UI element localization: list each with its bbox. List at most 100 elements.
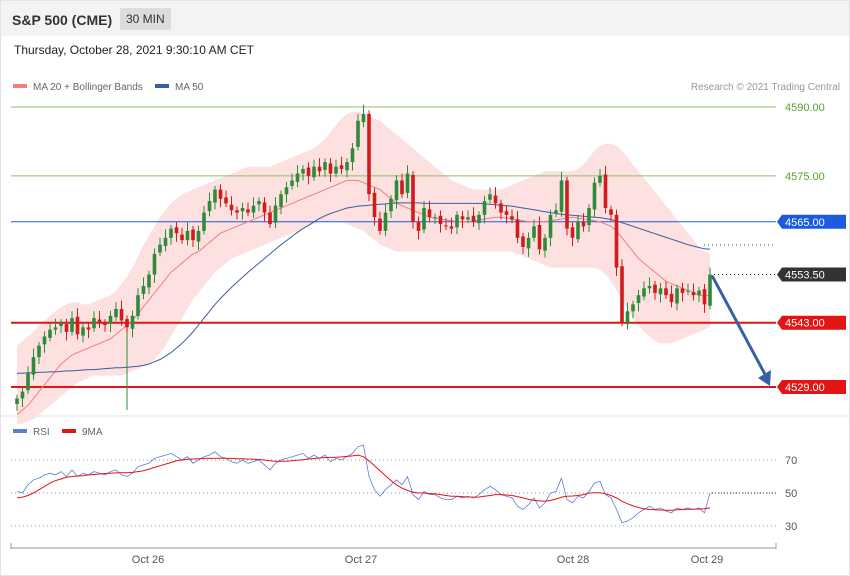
- candle-body: [317, 166, 322, 172]
- candle-body: [37, 345, 41, 358]
- candle-body: [411, 174, 415, 222]
- candle: [15, 394, 19, 411]
- candle-body: [334, 166, 338, 174]
- candle: [614, 209, 619, 277]
- candle-body: [438, 215, 443, 225]
- candle: [97, 311, 102, 329]
- candle-body: [691, 291, 696, 296]
- candle-body: [427, 209, 432, 218]
- level-tag-bg: [777, 380, 846, 394]
- legend-label-ma20: MA 20 + Bollinger Bands: [33, 82, 143, 93]
- candle: [86, 322, 91, 339]
- candle: [405, 165, 410, 199]
- candle: [433, 213, 437, 225]
- candle-body: [625, 311, 630, 325]
- candle: [526, 232, 531, 257]
- candle: [691, 283, 696, 301]
- candle-body: [290, 180, 294, 186]
- timeframe-badge[interactable]: 30 MIN: [120, 8, 171, 30]
- candle: [521, 232, 525, 254]
- level-tag: 4590.00: [785, 102, 825, 114]
- candle: [675, 284, 679, 311]
- candle-body: [119, 308, 124, 321]
- candle: [70, 311, 74, 336]
- rsi-legend: RSI 9MA: [13, 427, 103, 438]
- candle-body: [20, 391, 25, 399]
- price-legend: MA 20 + Bollinger Bands MA 50: [13, 82, 204, 93]
- candle: [81, 323, 85, 343]
- credit-text: Research © 2021 Trading Central: [691, 82, 840, 93]
- candle-body: [48, 329, 52, 338]
- candle-body: [141, 286, 146, 294]
- candle-body: [224, 197, 228, 204]
- candle: [466, 210, 470, 224]
- legend-swatch-9ma: [62, 429, 76, 433]
- candle-body: [152, 253, 157, 275]
- candle: [317, 158, 322, 177]
- candle: [581, 213, 586, 232]
- candle: [350, 143, 355, 171]
- candle-body: [532, 226, 536, 238]
- candle-body: [59, 322, 63, 326]
- candle: [394, 175, 399, 209]
- candle-body: [268, 212, 272, 225]
- candle: [653, 280, 657, 300]
- candle-body: [306, 167, 311, 176]
- candle-body: [251, 205, 256, 213]
- level-tag: 4565.00: [777, 214, 846, 229]
- candle: [37, 342, 41, 365]
- level-tag: 4553.50: [777, 267, 846, 282]
- forecast-arrow-head: [758, 370, 771, 386]
- candle-body: [708, 274, 712, 306]
- candle-body: [26, 373, 30, 391]
- candle: [213, 185, 217, 210]
- candle-body: [97, 319, 102, 323]
- candle-body: [697, 290, 701, 296]
- candle-body: [548, 214, 553, 238]
- candle: [367, 110, 371, 202]
- candle: [444, 218, 448, 231]
- candle: [449, 217, 454, 234]
- candle-body: [163, 237, 168, 247]
- candle: [543, 234, 547, 258]
- candle: [697, 286, 701, 303]
- legend-swatch-ma20: [13, 84, 27, 88]
- candle: [141, 277, 146, 300]
- candle: [537, 216, 542, 255]
- candle-body: [180, 234, 184, 241]
- candle: [147, 270, 151, 295]
- candle: [108, 310, 113, 333]
- candle-body: [383, 212, 388, 231]
- candle-body: [312, 166, 316, 178]
- x-tick-label: Oct 28: [557, 554, 589, 566]
- candle-body: [598, 175, 602, 183]
- report-datetime: Thursday, October 28, 2021 9:30:10 AM CE…: [14, 43, 254, 57]
- candle: [114, 302, 118, 321]
- candle: [609, 205, 613, 222]
- candle-body: [515, 219, 520, 238]
- candle-body: [460, 216, 465, 220]
- candle: [119, 300, 124, 326]
- header-bar: S&P 500 (CME) 30 MIN: [1, 1, 849, 36]
- candle-body: [42, 336, 47, 345]
- candle: [642, 281, 646, 301]
- x-tick-label: Oct 29: [691, 554, 723, 566]
- candle-body: [257, 201, 261, 205]
- candle-body: [449, 226, 454, 229]
- level-label: 4575.00: [785, 171, 825, 183]
- legend-swatch-rsi: [13, 429, 27, 433]
- candle-body: [631, 304, 635, 312]
- candle-body: [246, 209, 250, 213]
- candle-body: [284, 187, 289, 195]
- candles: [15, 104, 712, 411]
- candle: [647, 277, 652, 294]
- candle-body: [328, 163, 333, 174]
- instrument-title: S&P 500 (CME): [12, 12, 113, 28]
- level-tag-bg: [777, 315, 846, 330]
- candle: [273, 197, 278, 228]
- legend-label-ma50: MA 50: [175, 82, 204, 93]
- candle: [180, 227, 184, 244]
- candle-body: [273, 205, 278, 223]
- candle-body: [218, 189, 223, 199]
- candle: [411, 171, 415, 229]
